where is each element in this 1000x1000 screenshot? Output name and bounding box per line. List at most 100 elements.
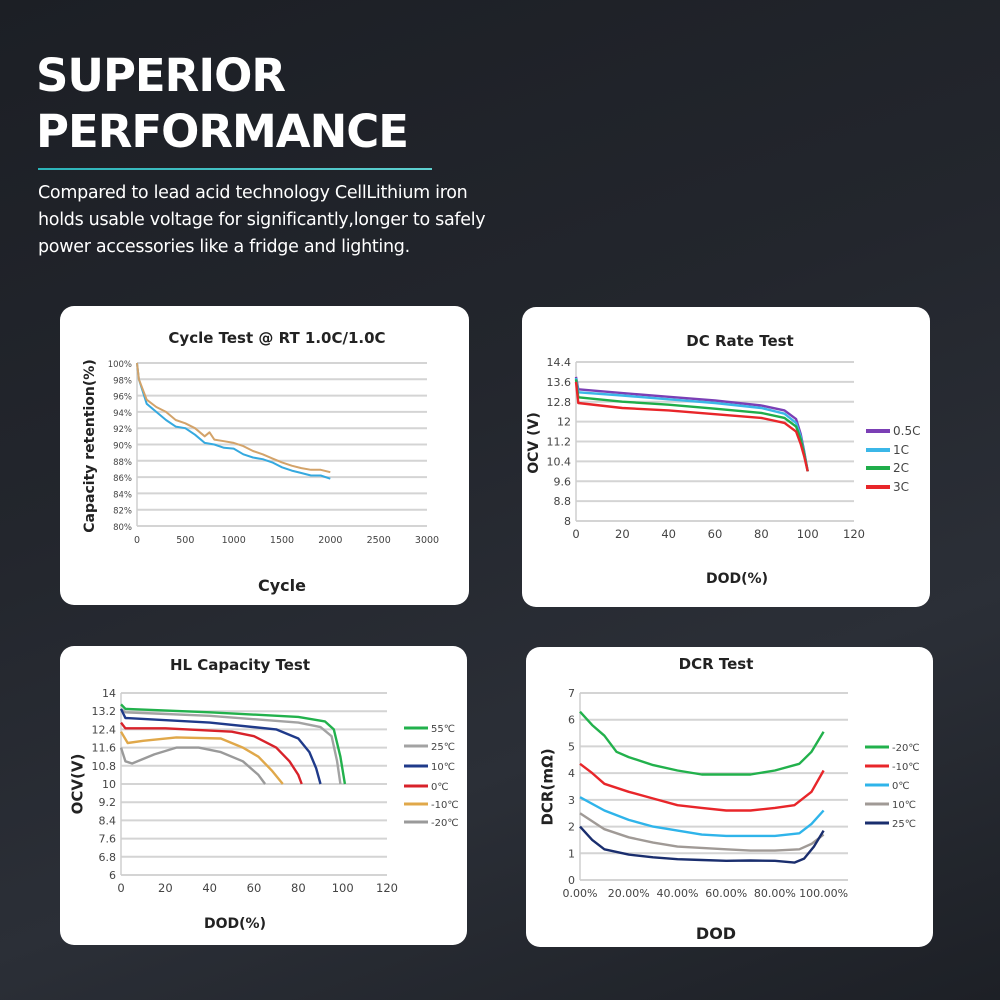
series-line-2 [119,708,322,785]
y-tick-label: 6.8 [99,851,117,864]
chart-svg: 80% 82% 84% 86% 88% 90% 92% 94% 96% 98% 100% 0 500 10… [82,329,439,595]
y-tick-label: 7.6 [99,833,117,846]
hl-capacity-test-chart-card: 6 6.8 7.6 8.4 9.2 10 10.8 11.6 12.4 13.2 14 0 20 40 60… [60,646,467,945]
series-line-3 [120,721,303,785]
series-line [136,362,331,474]
y-axis-label: OCV(V) [69,754,87,815]
legend-label: 0.5C [893,424,920,438]
y-tick-label: 100% [108,360,132,370]
x-tick-label: 100 [332,881,354,895]
headline-underline [38,168,432,170]
x-tick-label: 0 [572,527,579,541]
x-tick-label: 1000 [222,535,246,546]
y-tick-label: 12 [557,416,571,429]
chart-title: DCR Test [679,655,754,673]
y-tick-label: 84% [113,490,132,500]
legend-label: 3C [893,480,909,494]
headline-line-1: SUPERIOR [36,49,286,102]
y-tick-label: 6 [568,714,575,727]
y-tick-label: 13.6 [547,376,572,389]
y-tick-label: 8.4 [99,814,117,827]
y-tick-label: 9.2 [99,796,117,809]
x-tick-label: 60 [247,881,262,895]
y-tick-label: 7 [568,687,575,700]
y-axis-label: DCR(mΩ) [539,748,557,825]
chart-svg: 0 1 2 3 4 5 6 7 0.00% 20.00% 40.00% 60.00% 80.00% 100… [539,655,920,943]
dc-rate-test-chart-card: 8 8.8 9.6 10.4 11.2 12 12.8 13.6 14.4 0 20 40 60 80 10… [522,307,930,607]
x-tick-label: 1500 [270,535,294,546]
y-tick-label: 6 [109,869,116,882]
y-tick-label: 5 [568,740,575,753]
legend-label: 0℃ [431,782,449,793]
legend-label: 2C [893,461,909,475]
y-axis-label: OCV (V) [526,412,542,474]
x-tick-label: 20.00% [608,887,650,900]
x-tick-label: 120 [843,527,865,541]
x-tick-label: 100 [797,527,819,541]
y-tick-label: 9.6 [554,475,572,488]
y-tick-label: 8.8 [554,495,572,508]
y-tick-label: 14.4 [547,356,572,369]
series-line-1 [120,707,342,785]
y-tick-label: 3 [568,794,575,807]
y-tick-label: 10 [102,778,116,791]
x-tick-label: 40 [661,527,676,541]
x-axis-label: DOD [696,924,736,943]
legend-label: 10℃ [892,800,916,811]
legend-label: 1C [893,443,909,457]
legend-label: 10℃ [431,762,455,773]
y-tick-label: 98% [113,376,132,386]
y-tick-label: 13.2 [92,705,117,718]
y-tick-label: 12.8 [547,396,572,409]
x-tick-label: 500 [176,535,194,546]
series-line-0 [579,710,825,776]
y-tick-label: 0 [568,874,575,887]
y-axis-label: Capacity retention(%) [82,359,98,532]
y-tick-label: 10.4 [547,455,572,468]
chart-title: HL Capacity Test [170,656,310,674]
y-tick-label: 86% [113,474,132,484]
x-axis-label: Cycle [258,576,306,595]
x-tick-label: 0.00% [563,887,598,900]
x-axis-label: DOD(%) [204,916,266,932]
x-tick-label: 120 [376,881,398,895]
x-tick-label: 80 [291,881,306,895]
legend-label: 25℃ [892,819,916,830]
y-tick-label: 96% [113,393,132,403]
headline: SUPERIOR PERFORMANCE [36,48,409,160]
x-tick-label: 60.00% [705,887,747,900]
y-tick-label: 12.4 [92,723,117,736]
series-line-4 [119,731,284,785]
series-line-5 [119,746,267,785]
legend-label: 55℃ [431,724,455,735]
y-tick-label: 10.8 [92,760,117,773]
y-tick-label: 1 [568,847,575,860]
x-tick-label: 100.00% [799,887,848,900]
chart-svg: 6 6.8 7.6 8.4 9.2 10 10.8 11.6 12.4 13.2 14 0 20 40 60… [69,656,459,932]
series-line-2 [579,796,825,838]
series-line [136,362,331,480]
legend-label: -20℃ [431,818,459,829]
y-tick-label: 11.6 [92,742,117,755]
y-tick-label: 80% [113,523,132,533]
series-line-1 [579,762,825,812]
x-axis-label: DOD(%) [706,571,768,587]
x-tick-label: 0 [134,535,140,546]
x-tick-label: 3000 [415,535,439,546]
x-tick-label: 80.00% [754,887,796,900]
x-tick-label: 0 [117,881,124,895]
series-line-0 [120,703,347,785]
x-tick-label: 60 [708,527,723,541]
y-tick-label: 90% [113,442,132,452]
x-tick-label: 80 [754,527,769,541]
y-tick-label: 11.2 [547,436,572,449]
chart-title: DC Rate Test [686,332,793,350]
legend-label: 25℃ [431,742,455,753]
description: Compared to lead acid technology CellLit… [38,183,486,257]
x-tick-label: 40.00% [656,887,698,900]
dcr-test-chart-card: 0 1 2 3 4 5 6 7 0.00% 20.00% 40.00% 60.00% 80.00% 100… [526,647,933,947]
legend-label: -10℃ [431,800,459,811]
series-line-4 [579,825,825,864]
y-tick-label: 14 [102,687,116,700]
legend-label: 0℃ [892,781,910,792]
